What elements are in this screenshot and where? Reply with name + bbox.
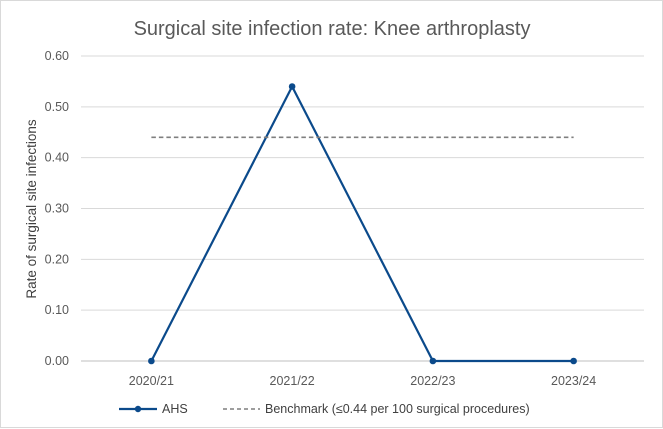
legend-ahs-marker bbox=[134, 405, 142, 413]
data-point bbox=[288, 83, 296, 90]
legend: AHS Benchmark (≤0.44 per 100 surgical pr… bbox=[119, 402, 530, 416]
x-tick-label: 2020/21 bbox=[129, 374, 174, 388]
data-point bbox=[429, 357, 437, 365]
x-tick-label: 2022/23 bbox=[410, 374, 455, 388]
y-axis-label: Rate of surgical site infections bbox=[24, 119, 39, 299]
legend-ahs-label: AHS bbox=[162, 402, 188, 416]
y-tick-label: 0.40 bbox=[45, 151, 69, 165]
y-tick-label: 0.10 bbox=[45, 303, 69, 317]
x-tick-label: 2021/22 bbox=[270, 374, 315, 388]
y-tick-label: 0.00 bbox=[45, 354, 69, 368]
y-tick-label: 0.30 bbox=[45, 202, 69, 216]
y-tick-label: 0.60 bbox=[45, 49, 69, 63]
data-point bbox=[148, 357, 155, 365]
y-tick-label: 0.20 bbox=[45, 252, 69, 266]
x-tick-label: 2023/24 bbox=[551, 374, 596, 388]
legend-benchmark-label: Benchmark (≤0.44 per 100 surgical proced… bbox=[265, 402, 530, 416]
data-point bbox=[570, 357, 577, 365]
y-tick-label: 0.50 bbox=[45, 100, 69, 114]
series-line-ahs bbox=[150, 85, 574, 363]
chart-title: Surgical site infection rate: Knee arthr… bbox=[134, 18, 531, 40]
